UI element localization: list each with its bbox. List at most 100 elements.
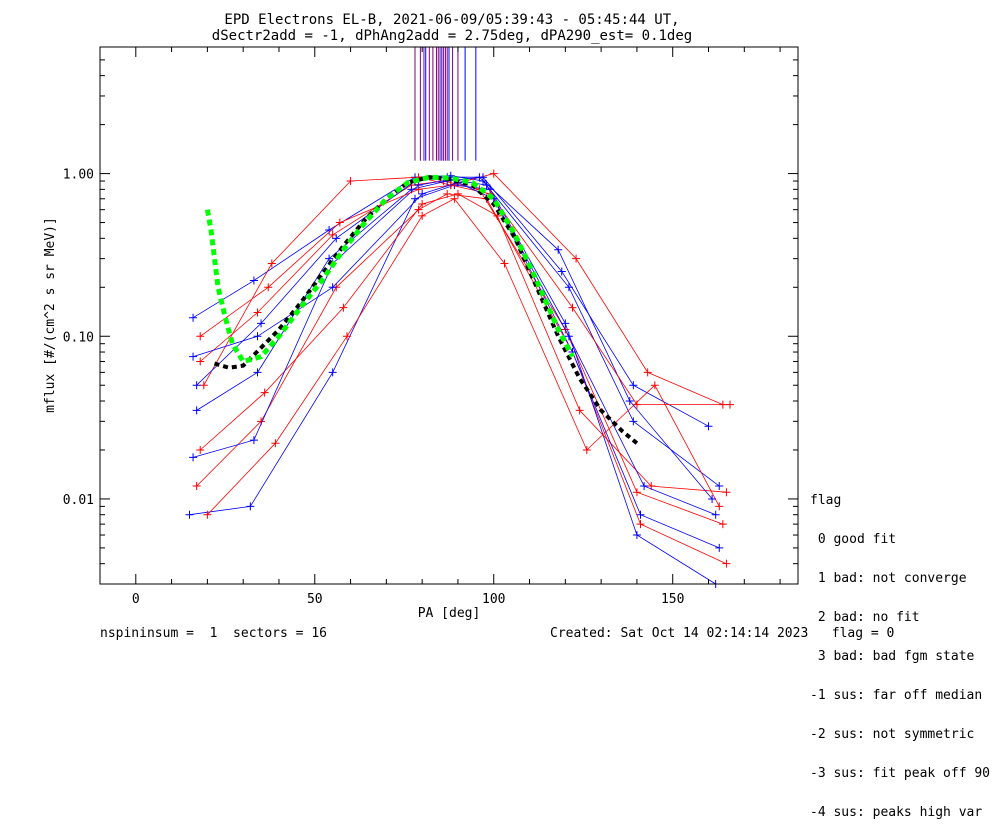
data-point-marker (267, 259, 276, 268)
data-point-marker (196, 332, 205, 341)
data-point-marker (335, 218, 344, 227)
data-point-marker (332, 234, 341, 243)
data-point-marker (325, 254, 334, 263)
flux-series-line (196, 193, 727, 565)
x-tick-label: 50 (307, 592, 323, 607)
data-point-marker (625, 396, 634, 405)
data-point-marker (632, 488, 641, 497)
flux-series-line (199, 184, 730, 406)
flag-legend-entry: 3 bad: bad fgm state (810, 649, 975, 664)
data-point-marker (704, 422, 713, 431)
plot-frame (99, 46, 799, 585)
data-point-marker (561, 319, 570, 328)
flux-chart: EPD Electrons EL-B, 2021-06-09/05:39:43 … (43, 12, 799, 621)
data-point-marker (568, 303, 577, 312)
data-point-marker (414, 205, 423, 214)
data-point-marker (342, 332, 351, 341)
data-point-marker (636, 510, 645, 519)
data-point-marker (185, 510, 194, 519)
flag-legend-entry: 0 good fit (810, 532, 897, 547)
flag-legend-entry: -2 sus: not symmetric (810, 727, 975, 742)
flag-legend-entry: 1 bad: not converge (810, 571, 967, 586)
y-tick-label: 1.00 (63, 168, 94, 183)
flag-legend-entry: -3 sus: fit peak off 90 (810, 766, 991, 781)
data-point-marker (192, 482, 201, 491)
data-point-marker (189, 313, 198, 322)
flux-series-line (199, 180, 723, 525)
data-point-marker (199, 381, 208, 390)
data-point-marker (725, 400, 734, 409)
data-point-marker (264, 283, 273, 292)
data-point-marker (453, 189, 462, 198)
data-point-marker (253, 368, 262, 377)
flux-series-line (192, 175, 720, 487)
data-point-marker (192, 381, 201, 390)
flag-legend-entry: -4 sus: peaks high var (810, 805, 983, 820)
data-point-marker (418, 189, 427, 198)
flux-series-line (196, 176, 713, 500)
data-point-marker (715, 502, 724, 511)
data-point-marker (257, 319, 266, 328)
data-point-marker (632, 531, 641, 540)
flux-series-line (196, 176, 709, 427)
data-point-marker (629, 381, 638, 390)
data-point-marker (572, 254, 581, 263)
data-point-marker (582, 445, 591, 454)
median-curve (213, 175, 639, 445)
data-point-marker (722, 559, 731, 568)
flux-series-line (199, 193, 727, 493)
data-point-marker (715, 543, 724, 552)
data-point-marker (196, 357, 205, 366)
data-point-marker (196, 445, 205, 454)
data-point-marker (489, 169, 498, 178)
data-point-marker (500, 259, 509, 268)
data-point-marker (189, 352, 198, 361)
data-point-marker (450, 194, 459, 203)
y-tick-label: 0.01 (63, 493, 94, 508)
flag-legend-entry: -1 sus: far off median (810, 688, 983, 703)
data-point-marker (328, 283, 337, 292)
data-point-marker (414, 185, 423, 194)
flag-legend: flag 0 good fit 1 bad: not converge 2 ba… (810, 468, 990, 832)
data-point-marker (718, 520, 727, 529)
data-point-marker (339, 303, 348, 312)
data-point-marker (482, 181, 491, 190)
data-point-marker (192, 406, 201, 415)
data-point-marker (475, 173, 484, 182)
data-point-marker (418, 211, 427, 220)
data-point-marker (189, 453, 198, 462)
flux-series-line (203, 173, 723, 405)
y-tick-label: 0.10 (63, 330, 94, 345)
data-point-marker (346, 177, 355, 186)
data-point-marker (554, 245, 563, 254)
data-point-marker (246, 502, 255, 511)
x-axis-label: PA [deg] (418, 606, 481, 621)
x-tick-label: 100 (482, 592, 505, 607)
data-point-marker (722, 488, 731, 497)
data-point-marker (253, 308, 262, 317)
footer-spin-info: nspininsum = 1 sectors = 16 (100, 626, 327, 641)
data-point-marker (328, 368, 337, 377)
data-point-marker (643, 368, 652, 377)
data-point-marker (271, 439, 280, 448)
data-point-marker (715, 482, 724, 491)
data-point-marker (249, 276, 258, 285)
data-point-marker (564, 332, 573, 341)
data-point-marker (708, 494, 717, 503)
data-point-marker (629, 417, 638, 426)
data-point-marker (260, 388, 269, 397)
y-axis-label: mflux [#/(cm^2 s sr MeV)] (43, 217, 58, 413)
flux-series-line (192, 179, 716, 516)
data-point-marker (632, 400, 641, 409)
flux-series-line (207, 198, 720, 515)
y-axis: 0.01 0.10 1.00 (63, 46, 798, 585)
footer-created: Created: Sat Oct 14 02:14:14 2023 flag =… (550, 626, 895, 641)
data-point-marker (711, 510, 720, 519)
data-point-marker (636, 520, 645, 529)
data-point-marker (328, 230, 337, 239)
x-tick-label: 0 (132, 592, 140, 607)
data-point-marker (249, 436, 258, 445)
data-point-marker (203, 510, 212, 519)
chart-subtitle: dSectr2add = -1, dPhAng2add = 2.75deg, d… (212, 28, 692, 44)
fit-curve (204, 174, 575, 365)
